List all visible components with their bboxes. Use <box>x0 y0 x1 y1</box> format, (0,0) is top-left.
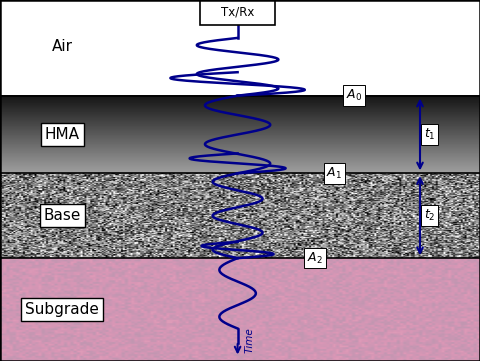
FancyBboxPatch shape <box>200 0 275 25</box>
Text: Base: Base <box>44 208 81 223</box>
Text: $A_2$: $A_2$ <box>307 251 323 266</box>
Text: $t_1$: $t_1$ <box>424 127 435 142</box>
Text: Air: Air <box>52 39 73 55</box>
Bar <box>0 258 480 361</box>
Text: $A_0$: $A_0$ <box>346 88 362 103</box>
Text: $t_2$: $t_2$ <box>424 208 435 223</box>
Text: HMA: HMA <box>45 127 80 142</box>
Text: Tx/Rx: Tx/Rx <box>221 5 254 18</box>
Text: $A_1$: $A_1$ <box>326 166 342 181</box>
Text: Subgrade: Subgrade <box>25 302 99 317</box>
Text: Time: Time <box>245 327 255 353</box>
Bar <box>0 0 480 96</box>
